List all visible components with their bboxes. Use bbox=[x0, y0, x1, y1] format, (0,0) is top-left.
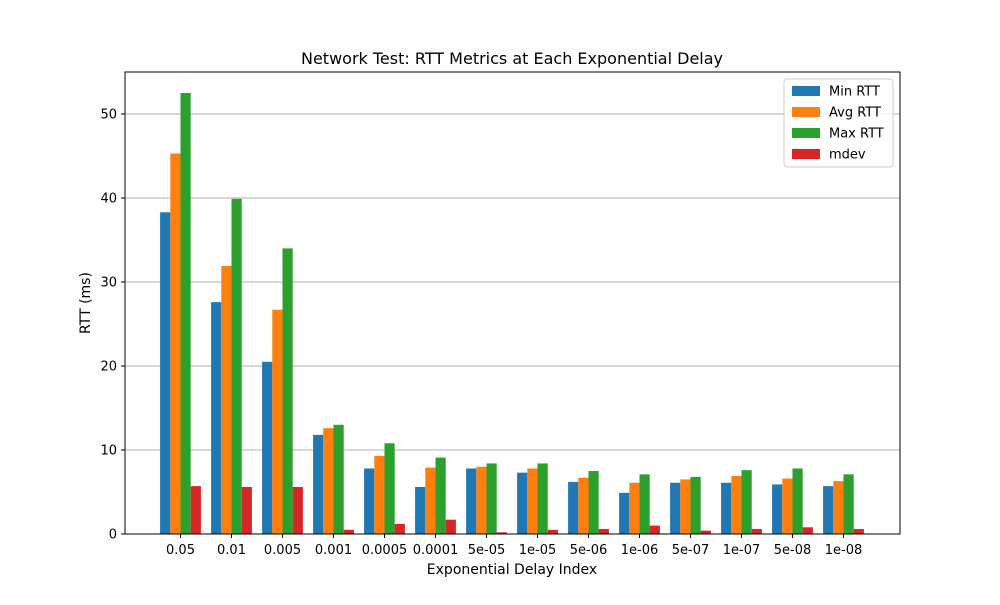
x-tick-label: 5e-06 bbox=[570, 543, 608, 558]
bar-min-rtt bbox=[823, 486, 834, 534]
bar-min-rtt bbox=[466, 468, 477, 534]
x-tick-label: 0.005 bbox=[264, 543, 301, 558]
bar-avg-rtt bbox=[833, 481, 844, 534]
bar-avg-rtt bbox=[374, 455, 385, 534]
bar-max-rtt bbox=[588, 471, 599, 534]
bar-max-rtt bbox=[486, 463, 497, 534]
bar-max-rtt bbox=[231, 198, 242, 534]
y-tick-label: 0 bbox=[109, 528, 117, 543]
bar-avg-rtt bbox=[323, 428, 334, 534]
x-tick-label: 0.01 bbox=[217, 543, 246, 558]
plot-area-frame bbox=[124, 71, 901, 535]
bar-mdev bbox=[802, 527, 813, 534]
bar-max-rtt bbox=[282, 248, 293, 534]
legend-label: Max RTT bbox=[829, 127, 884, 142]
y-tick-label: 50 bbox=[100, 108, 117, 123]
bar-min-rtt bbox=[670, 482, 681, 534]
bar-mdev bbox=[343, 529, 354, 534]
bar-avg-rtt bbox=[731, 476, 742, 534]
bar-max-rtt bbox=[843, 474, 854, 534]
x-axis-label: Exponential Delay Index bbox=[427, 562, 597, 578]
y-tick-label: 30 bbox=[100, 276, 117, 291]
bar-max-rtt bbox=[333, 424, 344, 534]
bar-min-rtt bbox=[721, 482, 732, 534]
bar-min-rtt bbox=[415, 486, 426, 534]
bar-min-rtt bbox=[211, 302, 222, 534]
legend-swatch bbox=[792, 128, 820, 138]
y-tick-label: 10 bbox=[100, 444, 117, 459]
x-tick-label: 1e-05 bbox=[519, 543, 557, 558]
bar-avg-rtt bbox=[629, 482, 640, 534]
x-tick-label: 0.0001 bbox=[413, 543, 459, 558]
bar-min-rtt bbox=[364, 468, 375, 534]
legend-box bbox=[783, 78, 894, 168]
bar-mdev bbox=[751, 528, 762, 534]
x-tick-label: 5e-05 bbox=[468, 543, 506, 558]
legend-label: Avg RTT bbox=[829, 106, 881, 121]
bar-avg-rtt bbox=[782, 478, 793, 534]
bar-mdev bbox=[292, 486, 303, 534]
bar-max-rtt bbox=[435, 457, 446, 534]
bar-max-rtt bbox=[384, 443, 395, 534]
bar-mdev bbox=[598, 528, 609, 534]
bar-avg-rtt bbox=[170, 153, 181, 535]
x-tick-label: 0.0005 bbox=[362, 543, 408, 558]
bar-avg-rtt bbox=[476, 466, 487, 534]
y-tick-label: 40 bbox=[100, 192, 117, 207]
bar-mdev bbox=[853, 528, 864, 534]
legend: Min RTT Avg RTT Max RTT mdev bbox=[783, 78, 894, 168]
x-tick-label: 1e-07 bbox=[723, 543, 761, 558]
bar-mdev bbox=[547, 529, 558, 534]
bar-mdev bbox=[190, 486, 201, 534]
legend-label: Min RTT bbox=[829, 85, 880, 100]
x-tick-label: 5e-07 bbox=[672, 543, 710, 558]
chart-title: Network Test: RTT Metrics at Each Expone… bbox=[301, 49, 723, 68]
y-axis: 0 10 20 30 40 50 bbox=[100, 108, 125, 543]
legend-label: mdev bbox=[829, 148, 866, 163]
bar-min-rtt bbox=[262, 361, 273, 534]
bar-max-rtt bbox=[690, 476, 701, 534]
bar-mdev bbox=[649, 525, 660, 534]
legend-swatch bbox=[792, 107, 820, 117]
x-tick-label: 0.05 bbox=[166, 543, 195, 558]
bar-avg-rtt bbox=[425, 467, 436, 534]
bar-min-rtt bbox=[160, 212, 171, 534]
x-axis: 0.05 0.01 0.005 0.001 0.0005 0.0001 5e-05 1e-05… bbox=[166, 534, 862, 558]
bar-mdev bbox=[445, 519, 456, 534]
bar-mdev bbox=[700, 530, 711, 534]
bar-mdev bbox=[394, 523, 405, 534]
legend-swatch bbox=[792, 149, 820, 159]
bar-max-rtt bbox=[792, 468, 803, 534]
bar-mdev bbox=[241, 486, 252, 534]
bar-max-rtt bbox=[741, 470, 752, 534]
bar-min-rtt bbox=[313, 434, 324, 534]
bar-max-rtt bbox=[180, 93, 191, 534]
x-tick-label: 1e-06 bbox=[621, 543, 659, 558]
x-tick-label: 1e-08 bbox=[825, 543, 863, 558]
bar-min-rtt bbox=[619, 492, 630, 534]
x-tick-label: 5e-08 bbox=[774, 543, 812, 558]
bars bbox=[160, 93, 864, 535]
bar-avg-rtt bbox=[578, 477, 589, 534]
bar-max-rtt bbox=[537, 463, 548, 534]
bar-min-rtt bbox=[517, 472, 528, 534]
x-tick-label: 0.001 bbox=[315, 543, 352, 558]
bar-min-rtt bbox=[772, 484, 783, 534]
bar-avg-rtt bbox=[272, 309, 283, 534]
bar-avg-rtt bbox=[221, 266, 232, 534]
bar-avg-rtt bbox=[527, 468, 538, 534]
y-tick-label: 20 bbox=[100, 360, 117, 375]
y-axis-label: RTT (ms) bbox=[78, 272, 94, 334]
bar-mdev bbox=[496, 532, 507, 534]
bar-max-rtt bbox=[639, 474, 650, 534]
bar-min-rtt bbox=[568, 481, 579, 534]
legend-swatch bbox=[792, 86, 820, 96]
bar-avg-rtt bbox=[680, 479, 691, 534]
